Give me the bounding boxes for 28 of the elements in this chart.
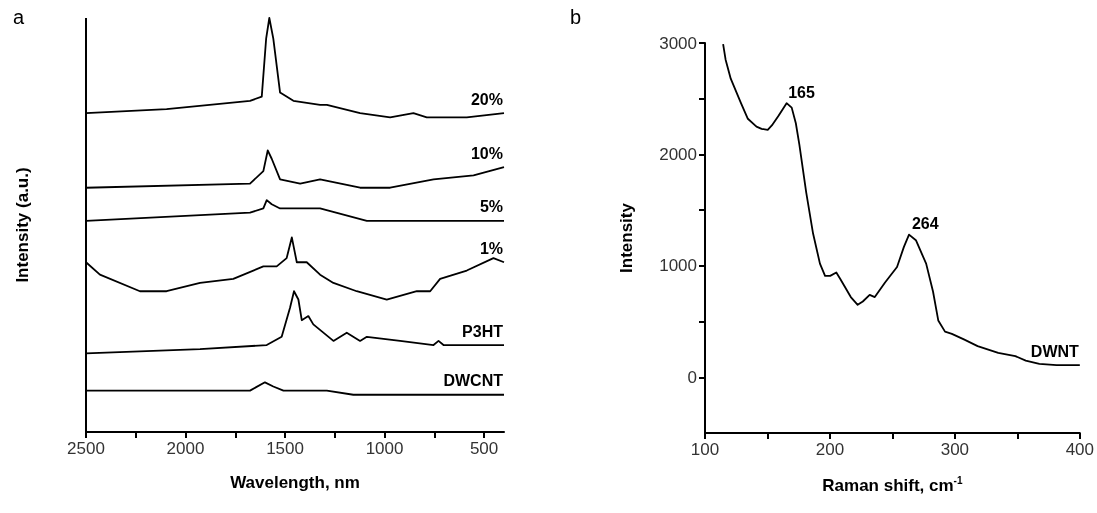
x-tick-label: 1500 [266, 439, 304, 458]
y-axis-title: Intensity [617, 202, 636, 273]
annotation: 165 [788, 83, 816, 101]
series-label: P3HT [462, 322, 504, 340]
x-tick-label: 300 [940, 440, 970, 459]
series-label: 20% [470, 90, 503, 108]
annotation: 264 [911, 215, 939, 233]
series-label: 5% [479, 198, 503, 216]
y-tick-label: 0 [687, 367, 697, 387]
x-tick-label: 400 [1065, 440, 1095, 459]
x-tick-label: 1000 [365, 439, 404, 458]
y-tick-label: 3000 [659, 33, 697, 53]
x-tick-label: 2000 [166, 439, 205, 458]
x-tick-label: 2500 [67, 439, 105, 458]
x-tick-label: 100 [690, 440, 720, 459]
series-label: 1% [479, 239, 503, 257]
x-axis-title: Wavelength, nm [230, 473, 360, 492]
x-tick-label: 500 [469, 439, 499, 458]
series-label: DWCNT [443, 372, 504, 390]
x-tick-label: 200 [815, 440, 845, 459]
series-label: 10% [470, 144, 503, 162]
y-tick-label: 1000 [659, 256, 697, 276]
y-axis-title: Intensity (a.u.) [12, 167, 32, 283]
line-series [722, 43, 1081, 366]
chart-title: a [13, 6, 25, 28]
y-tick-label: 2000 [659, 144, 697, 164]
chart-title: b [570, 6, 582, 28]
series-label: DWNT [1030, 342, 1080, 360]
